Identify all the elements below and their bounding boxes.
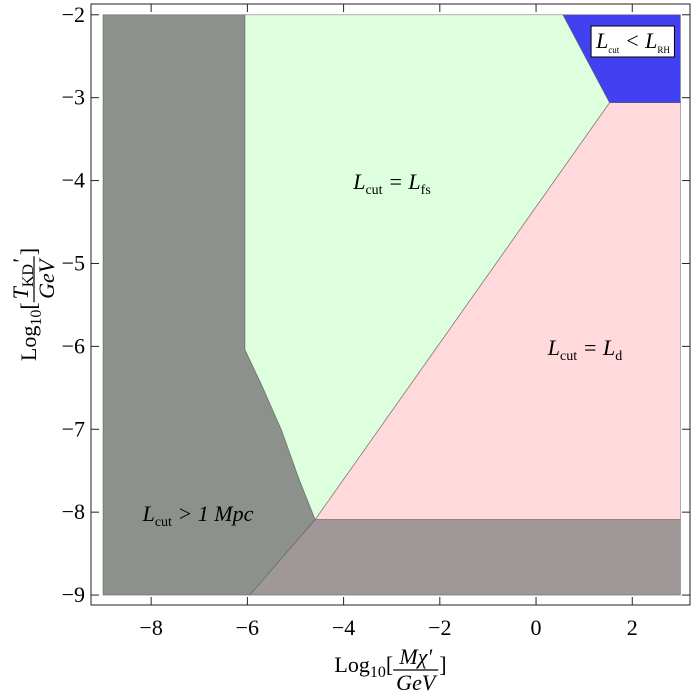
text-part: < L [619,28,657,53]
text-part: Mχ' [398,644,432,669]
rich-text: ] [16,248,41,255]
y-tick-label: −5 [62,250,85,275]
text-part: 10 [370,664,386,681]
text-part: fs [421,183,431,198]
text-part: GeV [396,670,438,695]
text-part: cut [155,515,172,530]
text-part: Log [334,652,369,677]
text-part: d [615,349,622,364]
text-part: = L [383,169,421,194]
rich-text: GeV [396,670,438,695]
text-part: [ [386,652,393,677]
x-tick-label: −2 [428,615,451,640]
text-part: L [547,335,560,360]
y-tick-label: −4 [62,168,85,193]
text-part: ] [439,652,446,677]
text-part: L [595,28,608,53]
rich-text: Lcut = Ld [547,335,622,364]
text-part: [ [16,302,41,309]
text-part: Log [16,326,41,361]
text-part: cut [560,349,577,364]
rich-text: Lcut = Lfs [352,169,431,198]
text-part: cut [365,183,382,198]
rich-text: Lcut > 1 Mpc [142,501,254,530]
text-part: T [8,285,33,299]
text-part: 10 [28,310,45,326]
text-part: ] [16,248,41,255]
x-tick-label: 0 [531,615,542,640]
text-part: L [352,169,365,194]
text-part: = L [577,335,615,360]
text-part: GeV [34,257,59,299]
x-tick-label: −8 [139,615,162,640]
label-box [590,25,675,58]
rich-text: Log10[ [334,652,393,681]
rich-text: Log10[ [16,302,45,361]
text-part: ' [8,259,33,264]
text-part: L [142,501,155,526]
text-part: > 1 Mpc [172,501,254,526]
plot-frame [90,3,691,606]
y-tick-label: −7 [62,416,85,441]
rich-text: Mχ' [398,644,432,669]
y-tick-label: −8 [62,499,85,524]
y-tick-label: −2 [62,2,85,27]
rich-text: Lcut < LRH [595,28,670,55]
axis-label: Log10[ TKD' GeV] [8,248,59,361]
y-tick-label: −3 [62,85,85,110]
region [248,519,681,596]
rich-text: TKD' [8,259,37,299]
x-tick-label: −4 [332,615,355,640]
y-tick-label: −6 [62,333,85,358]
text-part: cut [608,45,619,55]
rich-text: GeV [34,257,59,299]
text-part: RH [657,45,670,55]
y-tick-label: −9 [62,582,85,607]
x-tick-label: −6 [236,615,259,640]
text-part: KD [20,264,37,287]
rich-text: ] [439,652,446,677]
axis-label: Log10[Mχ'GeV] [334,644,446,695]
x-tick-label: 2 [627,615,638,640]
